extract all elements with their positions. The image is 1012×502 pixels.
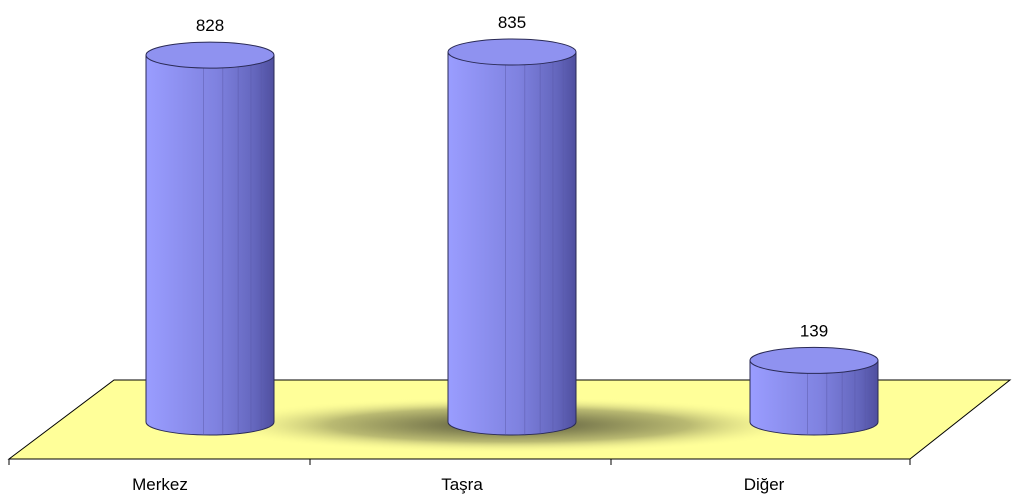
bar-top bbox=[749, 346, 879, 374]
bar-body bbox=[447, 51, 577, 436]
category-label: Diğer bbox=[744, 475, 785, 494]
data-label: 835 bbox=[498, 13, 526, 32]
x-axis bbox=[8, 458, 911, 465]
bar-top bbox=[145, 41, 275, 69]
data-label: 139 bbox=[800, 321, 828, 340]
bars bbox=[145, 38, 879, 436]
category-label: Merkez bbox=[132, 475, 188, 494]
bar-diğer bbox=[749, 346, 879, 436]
bar-body bbox=[749, 359, 879, 436]
bar-body bbox=[145, 54, 275, 436]
labels: 828 Merkez 835 Taşra 139 Diğer bbox=[132, 13, 828, 494]
data-label: 828 bbox=[196, 16, 224, 35]
bar-taşra bbox=[447, 38, 577, 436]
bar-top bbox=[447, 38, 577, 66]
category-label: Taşra bbox=[441, 475, 483, 494]
bar-merkez bbox=[145, 41, 275, 436]
